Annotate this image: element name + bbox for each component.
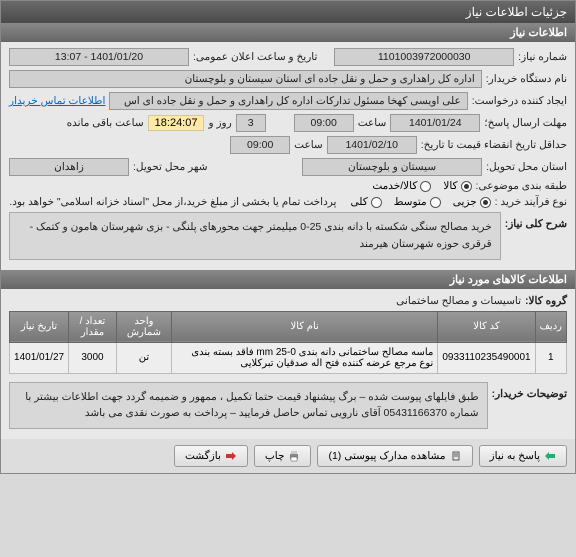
th-qty: تعداد / مقدار bbox=[69, 311, 117, 342]
label-time-1: ساعت bbox=[358, 117, 387, 129]
print-icon bbox=[288, 450, 300, 462]
label-requester: ایجاد کننده درخواست: bbox=[472, 95, 567, 107]
radio-circle-icon bbox=[430, 197, 441, 208]
back-button[interactable]: بازگشت bbox=[174, 445, 248, 467]
th-name: نام کالا bbox=[172, 311, 438, 342]
radio-koli[interactable]: کلی bbox=[350, 196, 381, 208]
label-need-no: شماره نیاز: bbox=[518, 51, 567, 63]
radio-circle-icon bbox=[420, 181, 431, 192]
table-row[interactable]: 1 0933110235490001 ماسه مصالح ساختمانی د… bbox=[10, 342, 567, 373]
purchase-radio-group: جزیی متوسط کلی bbox=[350, 196, 490, 208]
value-deadline-time: 09:00 bbox=[230, 136, 290, 154]
value-send-date: 1401/01/24 bbox=[390, 114, 480, 132]
section-goods-info: اطلاعات کالاهای مورد نیاز bbox=[1, 270, 575, 289]
value-need-title: خرید مصالح سنگی شکسته با دانه بندی 25-0 … bbox=[9, 212, 501, 260]
table-header-row: ردیف کد کالا نام کالا واحد شمارش تعداد /… bbox=[10, 311, 567, 342]
form-body: شماره نیاز: 1101003972000030 تاریخ و ساع… bbox=[1, 42, 575, 270]
cell-code: 0933110235490001 bbox=[438, 342, 535, 373]
radio-kala-khedmat[interactable]: کالا/خدمت bbox=[372, 180, 431, 192]
radio-label-koli: کلی bbox=[350, 196, 367, 208]
value-deadline-date: 1401/02/10 bbox=[327, 136, 417, 154]
radio-jozi[interactable]: جزیی bbox=[453, 196, 491, 208]
label-remaining: ساعت باقی مانده bbox=[67, 117, 144, 129]
value-need-no: 1101003972000030 bbox=[334, 48, 514, 66]
th-row: ردیف bbox=[535, 311, 566, 342]
cell-name: ماسه مصالح ساختمانی دانه بندی 0-25 mm فا… bbox=[172, 342, 438, 373]
value-city: زاهدان bbox=[9, 158, 129, 176]
label-buyer-org: نام دستگاه خریدار: bbox=[486, 73, 567, 85]
cell-qty: 3000 bbox=[69, 342, 117, 373]
value-goods-group: تاسیسات و مصالح ساختمانی bbox=[396, 295, 521, 307]
label-send-expiry: مهلت ارسال پاسخ؛ bbox=[484, 117, 567, 129]
radio-kala[interactable]: کالا bbox=[443, 180, 471, 192]
radio-circle-icon bbox=[371, 197, 382, 208]
label-announce-date: تاریخ و ساعت اعلان عمومی: bbox=[193, 51, 317, 63]
payment-note: پرداخت تمام یا بخشی از مبلغ خرید،از محل … bbox=[9, 196, 336, 208]
label-province: استان محل تحویل: bbox=[486, 161, 567, 173]
goods-body: گروه کالا: تاسیسات و مصالح ساختمانی ردیف… bbox=[1, 289, 575, 440]
radio-motavaset[interactable]: متوسط bbox=[394, 196, 441, 208]
value-buyer-org: اداره کل راهداری و حمل و نقل جاده ای است… bbox=[9, 70, 482, 88]
value-send-time: 09:00 bbox=[294, 114, 354, 132]
value-requester: علی اویسی کهخا مسئول تدارکات اداره کل را… bbox=[109, 92, 467, 110]
subject-radio-group: کالا کالا/خدمت bbox=[372, 180, 471, 192]
label-day: روز و bbox=[208, 117, 231, 129]
details-window: جزئیات اطلاعات نیاز اطلاعات نیاز شماره ن… bbox=[0, 0, 576, 474]
contact-info-link[interactable]: اطلاعات تماس خریدار bbox=[9, 95, 105, 107]
back-icon bbox=[225, 450, 237, 462]
radio-circle-icon bbox=[480, 197, 491, 208]
footer-buttons: پاسخ به نیاز مشاهده مدارک پیوستی (1) چاپ… bbox=[1, 439, 575, 473]
attachment-icon bbox=[450, 450, 462, 462]
goods-table: ردیف کد کالا نام کالا واحد شمارش تعداد /… bbox=[9, 311, 567, 374]
label-deadline: حداقل تاریخ انقضاء قیمت تا تاریخ: bbox=[421, 139, 567, 151]
th-date: تاریخ نیاز bbox=[10, 311, 69, 342]
label-subject-cat: طبقه بندی موضوعی: bbox=[476, 180, 567, 192]
radio-label-kala: کالا bbox=[443, 180, 457, 192]
attachments-label: مشاهده مدارک پیوستی (1) bbox=[328, 450, 445, 462]
radio-label-motavaset: متوسط bbox=[394, 196, 427, 208]
label-need-title: شرح کلی نیاز: bbox=[505, 212, 567, 230]
value-days-left: 3 bbox=[236, 114, 266, 132]
reply-label: پاسخ به نیاز bbox=[490, 450, 540, 462]
radio-circle-icon bbox=[461, 181, 472, 192]
cell-unit: تن bbox=[116, 342, 171, 373]
print-label: چاپ bbox=[265, 450, 285, 462]
radio-label-jozi: جزیی bbox=[453, 196, 477, 208]
th-unit: واحد شمارش bbox=[116, 311, 171, 342]
label-city: شهر محل تحویل: bbox=[133, 161, 208, 173]
cell-row: 1 bbox=[535, 342, 566, 373]
section-need-info: اطلاعات نیاز bbox=[1, 23, 575, 42]
reply-icon bbox=[544, 450, 556, 462]
cell-date: 1401/01/27 bbox=[10, 342, 69, 373]
label-goods-group: گروه کالا: bbox=[525, 295, 567, 307]
th-code: کد کالا bbox=[438, 311, 535, 342]
attachments-button[interactable]: مشاهده مدارک پیوستی (1) bbox=[317, 445, 472, 467]
label-purchase-type: نوع فرآیند خرید : bbox=[495, 196, 567, 208]
window-title: جزئیات اطلاعات نیاز bbox=[1, 1, 575, 23]
value-buyer-notes: طبق فایلهای پیوست شده – برگ پیشنهاد قیمت… bbox=[9, 382, 488, 430]
countdown: 18:24:07 bbox=[148, 115, 205, 131]
value-announce-date: 1401/01/20 - 13:07 bbox=[9, 48, 189, 66]
label-buyer-notes: توضیحات خریدار: bbox=[492, 382, 567, 400]
reply-button[interactable]: پاسخ به نیاز bbox=[479, 445, 567, 467]
print-button[interactable]: چاپ bbox=[254, 445, 312, 467]
radio-label-kala-khedmat: کالا/خدمت bbox=[372, 180, 417, 192]
back-label: بازگشت bbox=[185, 450, 221, 462]
label-time-2: ساعت bbox=[294, 139, 323, 151]
value-province: سیستان و بلوچستان bbox=[302, 158, 482, 176]
